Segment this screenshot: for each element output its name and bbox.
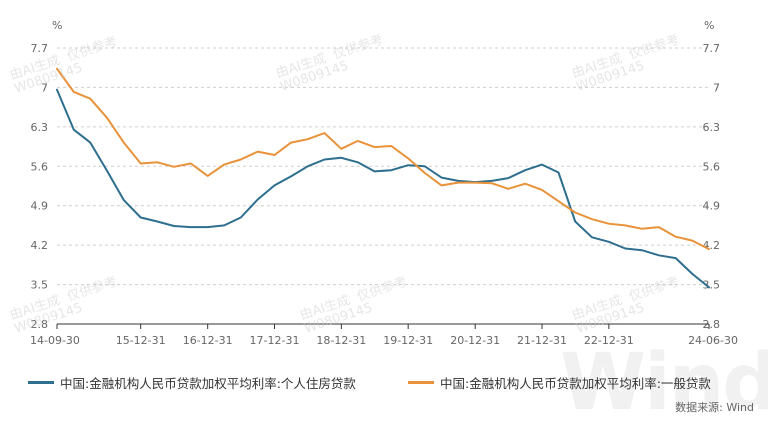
y-tick-label-left: 3.5 — [31, 279, 49, 292]
x-tick-label: 22-12-31 — [584, 334, 634, 347]
y-tick-label-left: 7.7 — [31, 42, 49, 55]
y-tick-label-left: 7 — [41, 81, 48, 94]
y-tick-label-left: 6.3 — [31, 121, 49, 134]
wind-logo-watermark: Wind — [560, 338, 768, 428]
y-axis-unit-left: % — [52, 19, 62, 32]
y-tick-label-right: 4.9 — [703, 200, 721, 213]
y-tick-label-left: 2.8 — [31, 318, 49, 331]
x-tick-label: 18-12-31 — [316, 334, 366, 347]
x-tick-label: 21-12-31 — [517, 334, 567, 347]
x-tick-label: 17-12-31 — [250, 334, 300, 347]
x-tick-label: 20-12-31 — [450, 334, 500, 347]
y-tick-label-left: 4.9 — [31, 200, 49, 213]
legend-item-general[interactable]: 中国:金融机构人民币贷款加权平均利率:一般贷款 — [408, 373, 711, 392]
x-tick-label: 19-12-31 — [383, 334, 433, 347]
legend-item-housing[interactable]: 中国:金融机构人民币贷款加权平均利率:个人住房贷款 — [28, 373, 356, 392]
series-line-general-loan — [56, 67, 710, 251]
legend-label-housing: 中国:金融机构人民币贷款加权平均利率:个人住房贷款 — [60, 376, 356, 391]
y-axis-unit-right: % — [704, 19, 714, 32]
x-tick-label: 15-12-31 — [116, 334, 166, 347]
series-line-housing-loan — [56, 88, 710, 289]
y-axis-right: 7.7 7 6.3 5.6 4.9 4.2 3.5 2.8 — [703, 42, 721, 331]
source-note: 数据来源: Wind — [675, 401, 754, 414]
y-tick-label-right: 7 — [713, 81, 720, 94]
y-axis-left: 7.7 7 6.3 5.6 4.9 4.2 3.5 2.8 — [31, 42, 49, 331]
y-tick-label-right: 7.7 — [703, 42, 721, 55]
y-tick-label-right: 4.2 — [703, 239, 721, 252]
series-lines — [56, 67, 710, 289]
y-tick-label-right: 3.5 — [703, 279, 721, 292]
x-tick-label: 16-12-31 — [183, 334, 233, 347]
y-tick-label-right: 2.8 — [703, 318, 721, 331]
y-tick-label-right: 6.3 — [703, 121, 721, 134]
y-tick-label-left: 4.2 — [31, 239, 49, 252]
legend-swatch-housing — [28, 381, 54, 384]
legend-swatch-general — [408, 381, 434, 384]
x-tick-label: 14-09-30 — [30, 334, 80, 347]
legend-label-general: 中国:金融机构人民币贷款加权平均利率:一般贷款 — [440, 376, 711, 391]
x-axis: 14-09-30 15-12-31 16-12-31 17-12-31 18-12-31… — [30, 323, 738, 347]
grid-lines — [57, 47, 709, 325]
y-tick-label-left: 5.6 — [31, 160, 49, 173]
legend: 中国:金融机构人民币贷款加权平均利率:个人住房贷款 中国:金融机构人民币贷款加权… — [0, 373, 768, 393]
x-tick-label: 24-06-30 — [688, 334, 738, 347]
y-tick-label-right: 5.6 — [703, 160, 721, 173]
